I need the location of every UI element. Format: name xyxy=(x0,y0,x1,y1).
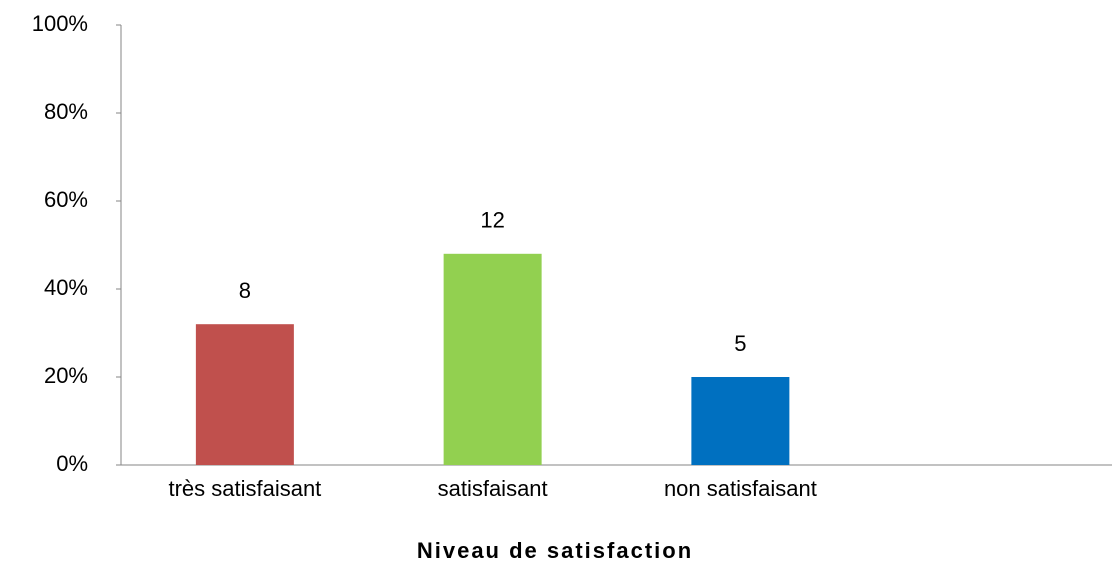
y-tick-label: 20% xyxy=(44,363,88,388)
x-tick-label: non satisfaisant xyxy=(664,476,817,501)
y-tick-label: 0% xyxy=(56,451,88,476)
data-label: 12 xyxy=(480,208,504,233)
data-label: 8 xyxy=(239,278,251,303)
y-tick-label: 40% xyxy=(44,275,88,300)
bar xyxy=(443,253,542,465)
y-tick-label: 80% xyxy=(44,99,88,124)
x-axis-title: Niveau de satisfaction xyxy=(417,538,693,563)
x-tick-label: très satisfaisant xyxy=(168,476,321,501)
x-tick-label: satisfaisant xyxy=(438,476,548,501)
y-tick-label: 60% xyxy=(44,187,88,212)
data-label: 5 xyxy=(734,331,746,356)
bar xyxy=(195,324,294,465)
bar xyxy=(691,377,790,465)
y-tick-label: 100% xyxy=(32,11,88,36)
